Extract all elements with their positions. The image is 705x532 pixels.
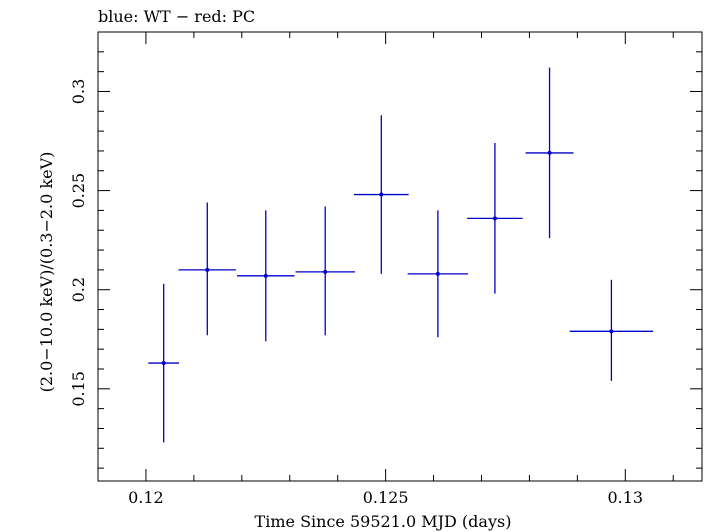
data-marker — [323, 269, 328, 274]
y-axis-ticks: 0.15 0.2 0.25 0.3 — [69, 31, 702, 469]
y-tick-label: 0.3 — [69, 79, 88, 104]
data-point — [407, 210, 469, 338]
y-tick-label: 0.2 — [69, 277, 88, 302]
y-tick-label: 0.15 — [69, 371, 88, 407]
plot-border — [97, 31, 703, 482]
data-marker — [161, 361, 166, 366]
data-point — [178, 202, 237, 336]
data-marker — [492, 216, 497, 221]
data-marker — [205, 267, 210, 272]
data-marker — [379, 192, 384, 197]
x-tick-label: 0.13 — [607, 488, 643, 507]
chart-title: blue: WT − red: PC — [98, 7, 255, 26]
plot-frame — [97, 31, 703, 482]
data-marker — [435, 271, 440, 276]
data-marker — [263, 273, 268, 278]
data-point — [569, 279, 654, 381]
x-tick-label: 0.125 — [363, 488, 409, 507]
data-point — [237, 210, 295, 342]
data-point — [353, 115, 409, 274]
data-point — [467, 143, 523, 294]
data-marker — [609, 329, 614, 334]
data-marker — [547, 150, 552, 155]
x-tick-label: 0.12 — [128, 488, 164, 507]
x-axis-label: Time Since 59521.0 MJD (days) — [255, 512, 512, 531]
data-points — [148, 67, 654, 443]
x-axis-ticks: 0.12 0.125 0.13 — [97, 32, 674, 507]
y-tick-label: 0.25 — [69, 173, 88, 209]
data-point — [525, 67, 574, 239]
data-point — [148, 283, 180, 443]
y-axis-label: (2.0−10.0 keV)/(0.3−2.0 keV) — [37, 152, 56, 393]
data-point — [295, 206, 355, 336]
